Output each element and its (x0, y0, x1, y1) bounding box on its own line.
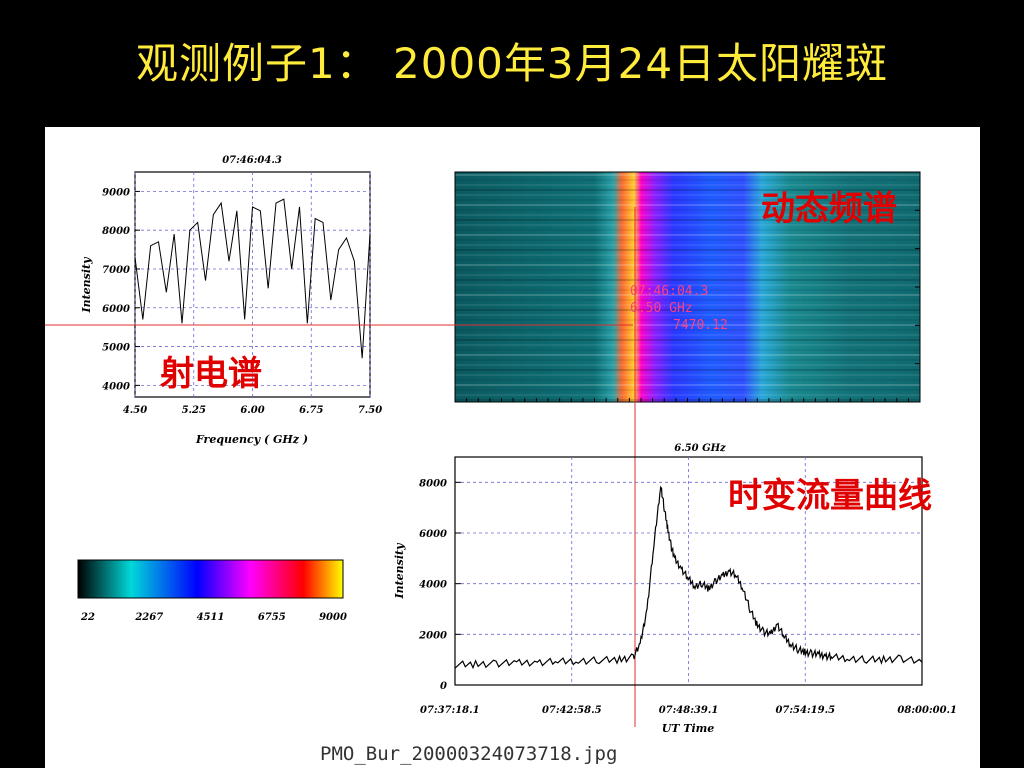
spectrum-xtick: 6.00 (240, 405, 264, 416)
lightcurve-xlabel: UT Time (662, 722, 715, 735)
lightcurve-grid (455, 457, 922, 685)
overlay-value: 7470.12 (673, 318, 728, 333)
colorbar-tick: 6755 (258, 612, 286, 623)
spectrum-xtick: 7.50 (358, 405, 382, 416)
spectrum-ytick: 8000 (102, 226, 130, 237)
colorbar-ticks: 22 2267 4511 6755 9000 (80, 612, 347, 623)
overlay-frequency: 6.50 GHz (630, 301, 693, 316)
lightcurve-annotation: 时变流量曲线 (728, 476, 932, 516)
light-curve-chart: 07:37:18.1 07:42:58.5 07:48:39.1 07:54:19.5… (393, 443, 957, 735)
dynamic-spectrum-image (455, 172, 920, 402)
lightcurve-ytick: 8000 (419, 478, 447, 489)
spectrum-ylabel: Intensity (80, 256, 93, 314)
colorbar-strip (77, 559, 344, 599)
lightcurve-ylabel: Intensity (393, 542, 406, 600)
spectrum-ytick: 4000 (102, 381, 130, 392)
dynamic-annotation: 动态频谱 (761, 189, 897, 229)
colorbar-tick: 22 (80, 612, 95, 623)
lightcurve-title: 6.50 GHz (674, 443, 726, 454)
colorbar: 22 2267 4511 6755 9000 (77, 559, 347, 623)
spectrum-grid (134, 172, 371, 397)
lightcurve-xtick: 07:37:18.1 (420, 705, 480, 716)
spectrum-title: 07:46:04.3 (222, 155, 282, 166)
colorbar-tick: 9000 (319, 612, 347, 623)
slide-title: 观测例子1： 2000年3月24日太阳耀斑 (135, 39, 889, 88)
spectrum-ytick: 9000 (102, 187, 130, 198)
lightcurve-xtick: 07:54:19.5 (775, 705, 835, 716)
lightcurve-xtick: 08:00:00.1 (897, 705, 957, 716)
lightcurve-ytick: 0 (440, 681, 447, 692)
radio-spectrum-chart: 4.50 5.25 6.00 6.75 7.50 4000 5000 6000 7000 8000… (80, 155, 382, 446)
spectrum-annotation: 射电谱 (160, 354, 262, 394)
dynamic-ticks (454, 171, 921, 403)
lightcurve-ticks: 07:37:18.1 07:42:58.5 07:48:39.1 07:54:19.5… (418, 478, 957, 716)
dynamic-base (455, 172, 920, 402)
lightcurve-xtick: 07:48:39.1 (659, 705, 719, 716)
lightcurve-ytick: 4000 (419, 580, 447, 591)
figure-svg: 4.50 5.25 6.00 6.75 7.50 4000 5000 6000 7000 8000… (45, 155, 957, 765)
lightcurve-series (454, 485, 923, 670)
spectrum-xtick: 5.25 (182, 405, 206, 416)
spectrum-ytick: 6000 (102, 304, 130, 315)
overlay-time: 07:46:04.3 (630, 284, 708, 299)
dynamic-spectrum-chart: 动态频谱 07:46:04.3 6.50 GHz 7470.12 (454, 171, 921, 403)
spectrum-xlabel: Frequency ( GHz ) (195, 433, 308, 446)
spectrum-xtick: 4.50 (123, 405, 147, 416)
lightcurve-xtick: 07:42:58.5 (542, 705, 602, 716)
lightcurve-ytick: 2000 (418, 630, 447, 641)
spectrum-xtick: 6.75 (299, 405, 323, 416)
figure-panel: 4.50 5.25 6.00 6.75 7.50 4000 5000 6000 7000 8000… (45, 127, 980, 768)
spectrum-ytick: 5000 (102, 343, 130, 354)
colorbar-tick: 4511 (197, 612, 225, 623)
spectrum-series (134, 198, 371, 359)
lightcurve-ytick: 6000 (419, 529, 447, 540)
image-caption: PMO_Bur_20000324073718.jpg (320, 743, 617, 765)
spectrum-ytick: 7000 (102, 265, 130, 276)
spectrum-ticks: 4.50 5.25 6.00 6.75 7.50 4000 5000 6000 7000 8000… (102, 187, 382, 416)
colorbar-tick: 2267 (134, 612, 163, 623)
